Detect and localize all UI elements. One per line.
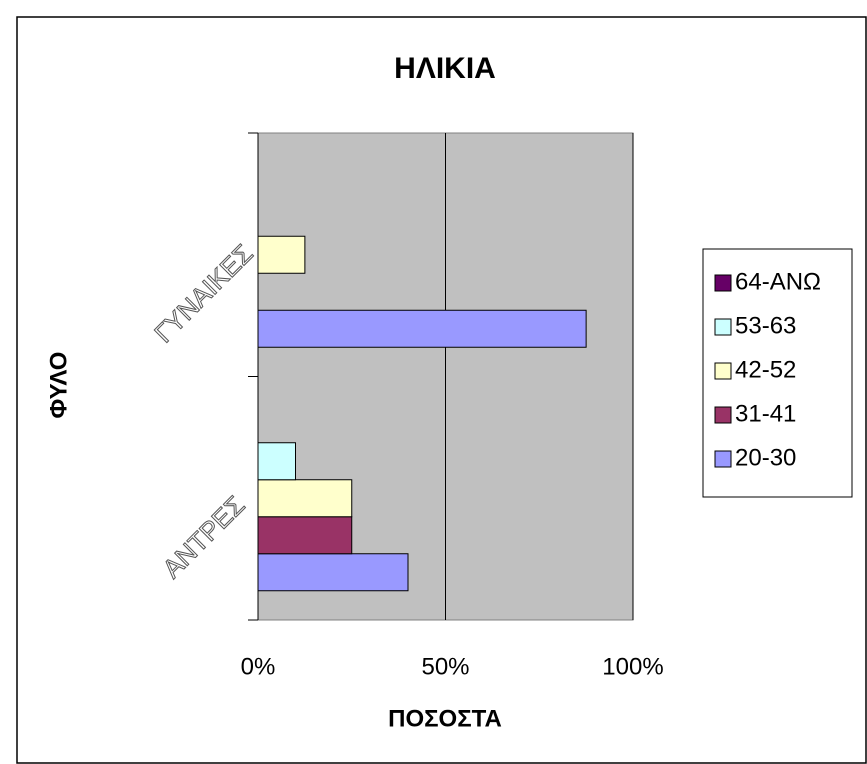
legend-label: 31-41 — [735, 400, 796, 427]
x-tick-label: 100% — [602, 653, 663, 680]
legend-label: 20-30 — [735, 444, 796, 471]
legend-swatch — [714, 450, 732, 468]
bar — [257, 479, 353, 518]
legend-swatch — [714, 318, 732, 336]
y-axis-title: ΦΥΛΟ — [45, 352, 72, 419]
legend-swatch — [714, 406, 732, 424]
legend-label: 42-52 — [735, 356, 796, 383]
chart-title: ΗΛΙΚΙΑ — [394, 52, 496, 85]
legend-label: 64-ΑΝΩ — [735, 268, 821, 295]
bar — [257, 309, 587, 348]
bar — [257, 442, 296, 481]
bar — [257, 553, 409, 592]
bar — [257, 235, 306, 274]
legend-swatch — [714, 362, 732, 380]
legend-swatch — [714, 274, 732, 292]
x-axis-title: ΠΟΣΟΣΤΑ — [388, 705, 502, 732]
bar — [257, 516, 353, 555]
x-tick-label: 0% — [241, 653, 276, 680]
legend-label: 53-63 — [735, 312, 796, 339]
x-tick-label: 50% — [421, 653, 469, 680]
